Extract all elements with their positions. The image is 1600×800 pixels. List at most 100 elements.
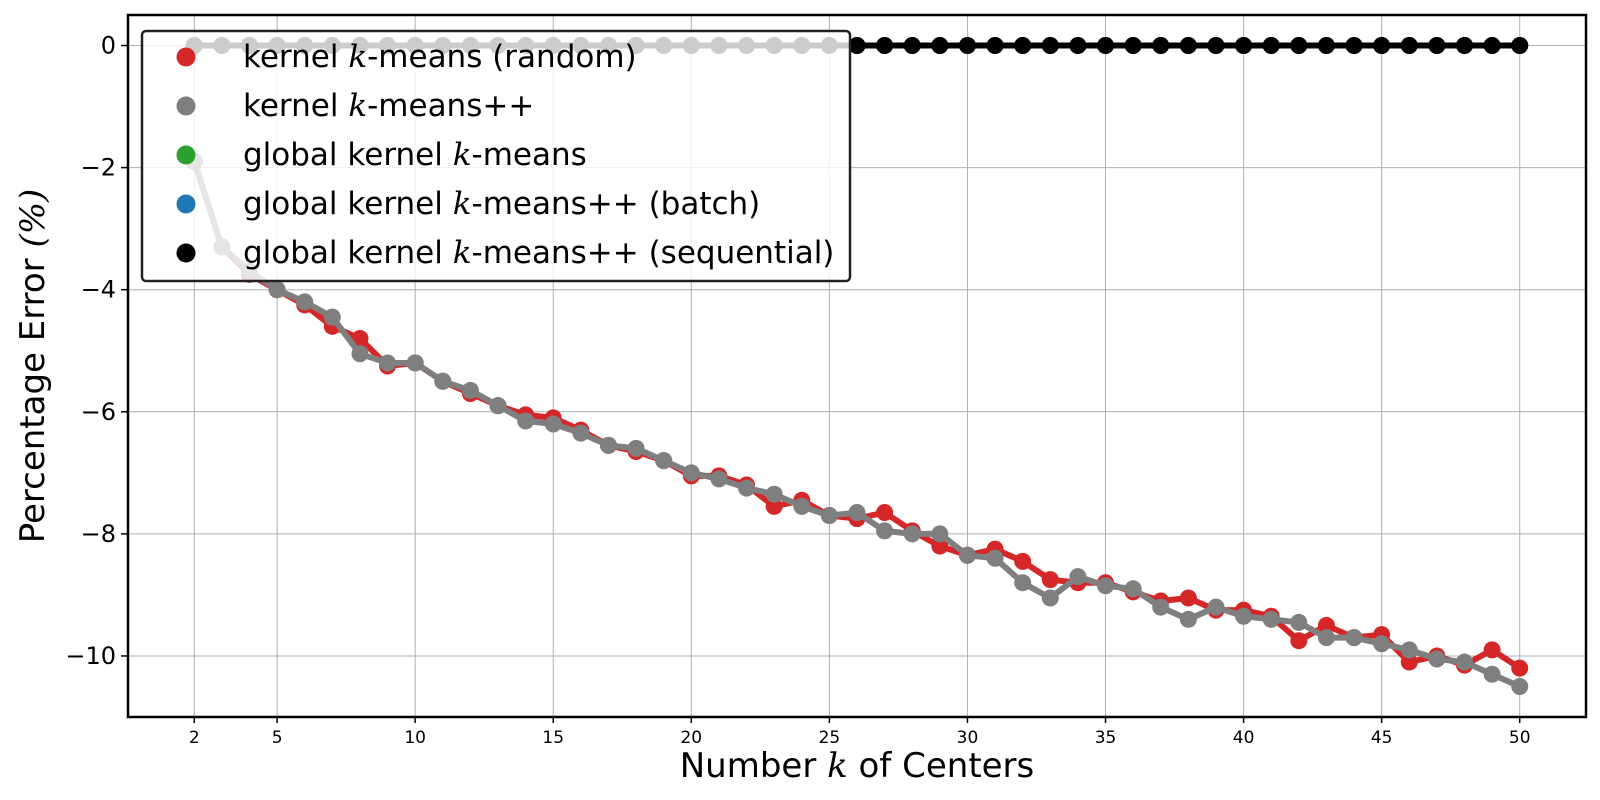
data-point — [269, 281, 286, 298]
x-tick-label: 35 — [1095, 728, 1117, 748]
data-point — [1042, 571, 1059, 588]
data-point — [1456, 37, 1473, 54]
y-tick-label: −10 — [65, 642, 116, 670]
x-axis-title: Number k of Centers — [680, 746, 1035, 786]
data-point — [1373, 635, 1390, 652]
data-point — [517, 412, 534, 429]
data-point — [821, 507, 838, 524]
data-point — [1290, 614, 1307, 631]
data-point — [904, 525, 921, 542]
data-point — [462, 382, 479, 399]
data-point — [1014, 574, 1031, 591]
data-point — [931, 525, 948, 542]
x-tick-label: 30 — [957, 728, 979, 748]
data-point — [1152, 599, 1169, 616]
data-point — [1125, 37, 1142, 54]
data-point — [1401, 641, 1418, 658]
x-tick-label: 45 — [1371, 728, 1393, 748]
x-tick-label: 2 — [189, 728, 200, 748]
data-point — [1207, 599, 1224, 616]
data-point — [1180, 589, 1197, 606]
y-tick-label: −6 — [81, 398, 116, 426]
data-point — [1152, 37, 1169, 54]
legend-label-part: global kernel — [243, 235, 453, 271]
legend-item-global-sequential: global kernel k-means++ (sequential) — [177, 235, 835, 271]
data-point — [1042, 589, 1059, 606]
legend-label-part: k — [453, 186, 472, 222]
data-point — [379, 354, 396, 371]
data-point — [1346, 37, 1363, 54]
x-tick-label: 15 — [542, 728, 564, 748]
data-point — [490, 397, 507, 414]
legend-label-part: k — [453, 235, 472, 271]
data-point — [1097, 577, 1114, 594]
legend-label: global kernel k-means++ (batch) — [243, 186, 760, 222]
data-point — [1290, 632, 1307, 649]
legend-marker — [177, 97, 196, 116]
data-point — [1511, 678, 1528, 695]
data-point — [1180, 37, 1197, 54]
data-point — [600, 437, 617, 454]
legend-label-part: kernel — [243, 88, 348, 124]
data-point — [1318, 629, 1335, 646]
legend-label: kernel k-means++ — [243, 88, 534, 124]
legend-label-part: -means++ (sequential) — [472, 235, 835, 271]
data-point — [1428, 651, 1445, 668]
legend-marker — [177, 244, 196, 263]
legend-marker — [177, 48, 196, 67]
data-point — [876, 504, 893, 521]
y-tick-label: 0 — [101, 32, 116, 60]
data-point — [1484, 666, 1501, 683]
data-point — [1069, 568, 1086, 585]
data-point — [931, 37, 948, 54]
data-point — [959, 547, 976, 564]
data-point — [738, 480, 755, 497]
data-point — [545, 415, 562, 432]
data-point — [324, 309, 341, 326]
data-point — [351, 345, 368, 362]
y-axis-title: Percentage Error (%) — [13, 189, 53, 544]
x-tick-label: 40 — [1233, 728, 1255, 748]
x-tick-label: 20 — [680, 728, 702, 748]
legend-label-part: global kernel — [243, 137, 453, 173]
data-point — [1042, 37, 1059, 54]
data-point — [1235, 608, 1252, 625]
legend-label-part: -means++ (batch) — [472, 186, 761, 222]
data-point — [683, 464, 700, 481]
x-tick-label: 10 — [404, 728, 426, 748]
data-point — [1014, 37, 1031, 54]
data-point — [1290, 37, 1307, 54]
data-point — [876, 522, 893, 539]
y-tick-label: −2 — [81, 154, 116, 182]
legend-item-global-batch: global kernel k-means++ (batch) — [177, 186, 761, 222]
data-point — [1428, 37, 1445, 54]
legend-label: global kernel k-means — [243, 137, 587, 173]
data-point — [1014, 553, 1031, 570]
data-point — [1207, 37, 1224, 54]
legend-label-part: -means (random) — [367, 39, 637, 75]
data-point — [1346, 629, 1363, 646]
data-point — [572, 425, 589, 442]
data-point — [655, 452, 672, 469]
data-point — [1484, 37, 1501, 54]
data-point — [1125, 580, 1142, 597]
data-point — [1263, 611, 1280, 628]
data-point — [1511, 37, 1528, 54]
legend-label-part: k — [453, 137, 472, 173]
y-tick-label: −4 — [81, 276, 116, 304]
data-point — [710, 470, 727, 487]
data-point — [1069, 37, 1086, 54]
data-point — [1318, 37, 1335, 54]
legend-marker — [177, 195, 196, 214]
legend-label-part: k — [348, 88, 367, 124]
data-point — [1511, 660, 1528, 677]
data-point — [1373, 37, 1390, 54]
data-point — [987, 550, 1004, 567]
data-point — [1263, 37, 1280, 54]
data-point — [793, 498, 810, 515]
data-point — [1235, 37, 1252, 54]
data-point — [1180, 611, 1197, 628]
data-point — [876, 37, 893, 54]
legend-item-random: kernel k-means (random) — [177, 39, 637, 75]
